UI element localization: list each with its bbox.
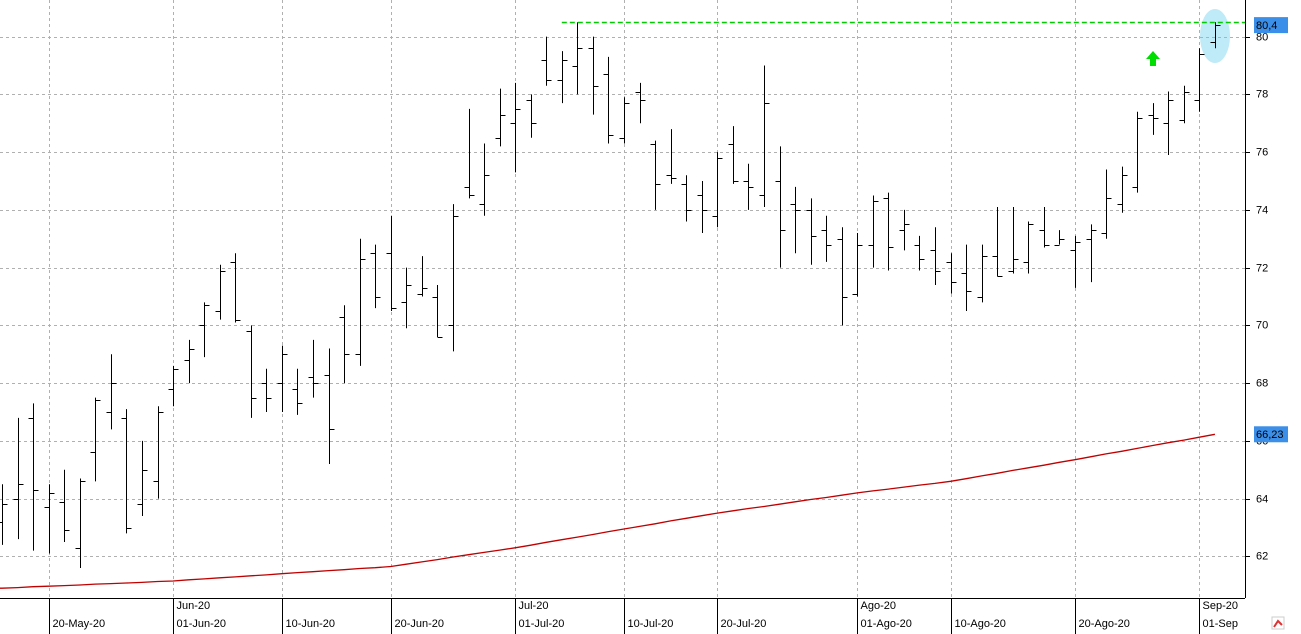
month-label: Sep-20 <box>1203 600 1238 612</box>
x-tick-label: 10-Ago-20 <box>955 618 1006 630</box>
x-tick-label: 01-Ago-20 <box>861 618 912 630</box>
moving-average-label: 66,23 <box>1256 429 1284 441</box>
y-tick-label: 68 <box>1256 377 1268 389</box>
up-arrow <box>1146 51 1160 66</box>
y-tick-label: 74 <box>1256 204 1268 216</box>
y-tick-label: 70 <box>1256 319 1268 331</box>
month-label: Jun-20 <box>177 600 211 612</box>
x-tick-label: 01-Jul-20 <box>519 618 565 630</box>
month-label: Ago-20 <box>861 600 896 612</box>
last-close-label-box <box>1254 17 1288 34</box>
x-tick-label: 01-Sep <box>1203 618 1238 630</box>
y-tick-label: 72 <box>1256 262 1268 274</box>
x-tick-label: 20-May-20 <box>53 618 106 630</box>
x-tick-label: 01-Jun-20 <box>177 618 227 630</box>
corner-icon <box>1271 616 1285 630</box>
last-close-label: 80,4 <box>1256 20 1277 32</box>
month-label: Jul-20 <box>519 600 549 612</box>
x-tick-label: 10-Jun-20 <box>286 618 336 630</box>
x-tick-label: 20-Jun-20 <box>395 618 445 630</box>
moving-average <box>0 433 1216 589</box>
y-tick-label: 62 <box>1256 550 1268 562</box>
y-tick-label: 76 <box>1256 146 1268 158</box>
y-tick-label: 80 <box>1256 31 1268 43</box>
x-tick-label: 20-Jul-20 <box>721 618 767 630</box>
moving-average-label-box <box>1254 426 1288 443</box>
y-tick-label: 64 <box>1256 493 1268 505</box>
x-tick-label: 10-Jul-20 <box>628 618 674 630</box>
x-tick-label: 20-Ago-20 <box>1079 618 1130 630</box>
y-tick-label: 78 <box>1256 88 1268 100</box>
